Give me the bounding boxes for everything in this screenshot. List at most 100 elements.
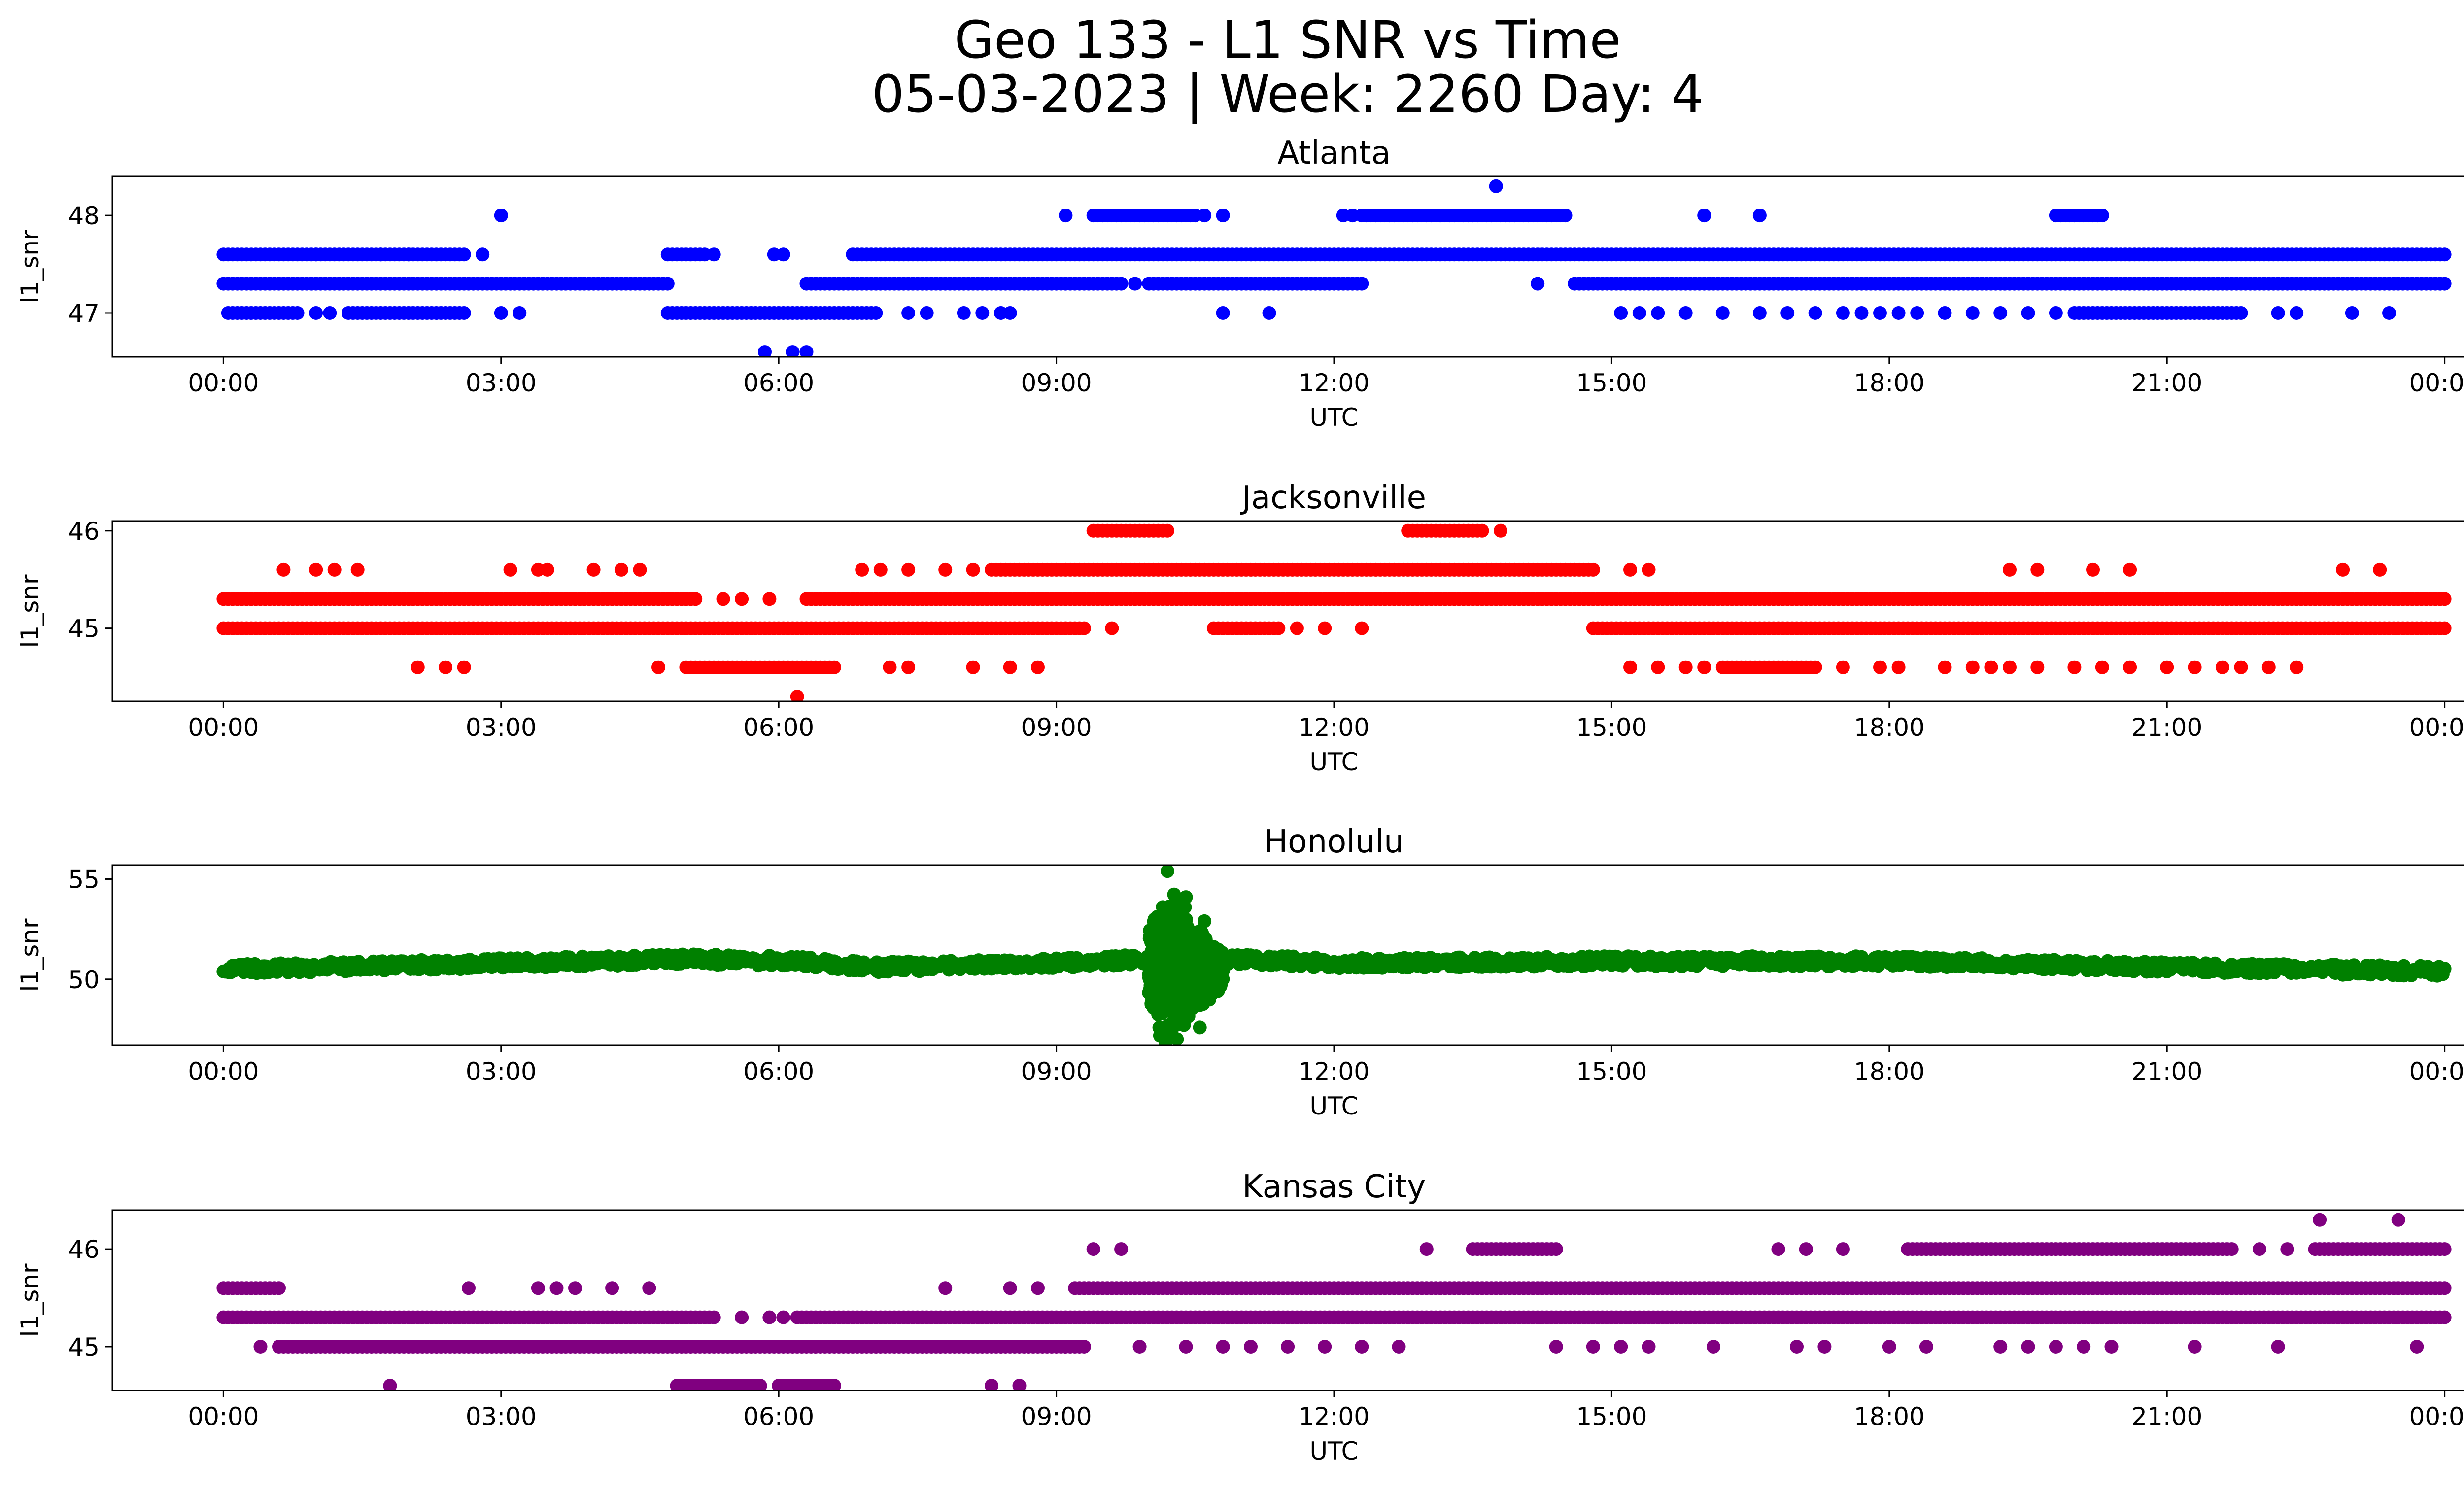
data-point bbox=[1128, 277, 1142, 291]
data-point bbox=[1144, 974, 1159, 988]
data-point bbox=[1752, 209, 1767, 223]
data-point bbox=[1808, 660, 1822, 674]
data-point bbox=[758, 345, 772, 357]
data-point bbox=[290, 306, 305, 320]
data-point bbox=[327, 562, 342, 577]
x-tick-label: 09:00 bbox=[1021, 1057, 1092, 1086]
data-point bbox=[1938, 660, 1952, 674]
data-point bbox=[1873, 306, 1887, 320]
data-point bbox=[1873, 660, 1887, 674]
data-point bbox=[2123, 660, 2137, 674]
data-point bbox=[1965, 660, 1980, 674]
data-point bbox=[855, 562, 869, 577]
x-tick-label: 09:00 bbox=[1021, 713, 1092, 742]
data-point bbox=[1715, 306, 1730, 320]
data-point bbox=[2123, 562, 2137, 577]
data-point bbox=[2049, 306, 2063, 320]
x-tick-label: 03:00 bbox=[466, 713, 537, 742]
data-point bbox=[1678, 660, 1693, 674]
data-point bbox=[1586, 562, 1600, 577]
data-point bbox=[651, 660, 665, 674]
data-points bbox=[216, 523, 2452, 701]
data-point bbox=[1318, 621, 1332, 635]
data-point bbox=[1144, 997, 1159, 1011]
y-tick-label: 50 bbox=[68, 966, 100, 994]
data-point bbox=[411, 660, 425, 674]
data-point bbox=[975, 306, 990, 320]
data-point bbox=[762, 592, 777, 606]
data-point bbox=[1965, 306, 1980, 320]
data-point bbox=[1614, 306, 1628, 320]
y-tick-label: 55 bbox=[68, 865, 100, 894]
data-point bbox=[790, 690, 804, 701]
data-point bbox=[1808, 306, 1822, 320]
data-point bbox=[2437, 621, 2452, 635]
data-point bbox=[2188, 660, 2202, 674]
data-point bbox=[309, 562, 323, 577]
data-point bbox=[2003, 660, 2017, 674]
data-point bbox=[402, 247, 415, 262]
data-point bbox=[1475, 523, 1489, 538]
figure-title-line2: 05-03-2023 | Week: 2260 Day: 4 bbox=[871, 64, 1704, 124]
data-point bbox=[2021, 306, 2035, 320]
data-point bbox=[1180, 922, 1195, 936]
x-tick-label: 15:00 bbox=[1576, 1057, 1647, 1086]
data-point bbox=[2437, 592, 2452, 606]
data-point bbox=[2437, 962, 2452, 976]
data-point bbox=[776, 247, 790, 262]
data-point bbox=[2234, 306, 2248, 320]
data-point bbox=[1153, 1028, 1167, 1043]
x-axis-label: UTC bbox=[1309, 403, 1358, 432]
data-point bbox=[1271, 621, 1286, 635]
data-point bbox=[1059, 209, 1073, 223]
x-tick-label: 06:00 bbox=[743, 713, 814, 742]
data-point bbox=[276, 562, 291, 577]
data-point bbox=[1993, 306, 2008, 320]
x-axis-label: UTC bbox=[1309, 748, 1358, 776]
data-point bbox=[1003, 306, 1017, 320]
data-point bbox=[707, 1310, 721, 1324]
panel-title: Honolulu bbox=[1264, 824, 1404, 860]
data-point bbox=[1984, 660, 1998, 674]
data-point bbox=[1290, 621, 1304, 635]
x-tick-label: 21:00 bbox=[2131, 1057, 2202, 1086]
data-point bbox=[2336, 562, 2350, 577]
data-point bbox=[2030, 562, 2045, 577]
data-point bbox=[1651, 306, 1665, 320]
data-point bbox=[1216, 209, 1230, 223]
data-point bbox=[1179, 890, 1193, 904]
data-point bbox=[1891, 306, 1906, 320]
x-tick-label: 15:00 bbox=[1576, 713, 1647, 742]
x-tick-label: 00:00 bbox=[2409, 1057, 2464, 1086]
data-point bbox=[1345, 209, 1360, 223]
x-tick-label: 09:00 bbox=[1021, 369, 1092, 397]
data-point bbox=[1165, 941, 1179, 955]
data-point bbox=[1752, 306, 1767, 320]
data-point bbox=[1198, 209, 1212, 223]
data-point bbox=[1193, 1020, 1207, 1035]
data-point bbox=[1192, 959, 1206, 973]
data-point bbox=[1623, 660, 1637, 674]
data-point bbox=[688, 592, 703, 606]
x-tick-label: 06:00 bbox=[743, 369, 814, 397]
x-tick-label: 00:00 bbox=[2409, 369, 2464, 397]
data-point bbox=[786, 345, 800, 357]
x-tick-label: 12:00 bbox=[1299, 369, 1369, 397]
data-point bbox=[873, 562, 888, 577]
data-point bbox=[735, 592, 749, 606]
x-tick-label: 00:00 bbox=[188, 713, 259, 742]
data-point bbox=[439, 660, 453, 674]
data-point bbox=[309, 306, 323, 320]
data-point bbox=[1836, 660, 1850, 674]
data-point bbox=[2003, 562, 2017, 577]
data-point bbox=[1105, 621, 1119, 635]
data-point bbox=[1910, 306, 1924, 320]
data-point bbox=[1169, 1010, 1184, 1025]
data-point bbox=[457, 247, 471, 262]
data-point bbox=[1489, 179, 1503, 193]
data-point bbox=[2160, 660, 2174, 674]
